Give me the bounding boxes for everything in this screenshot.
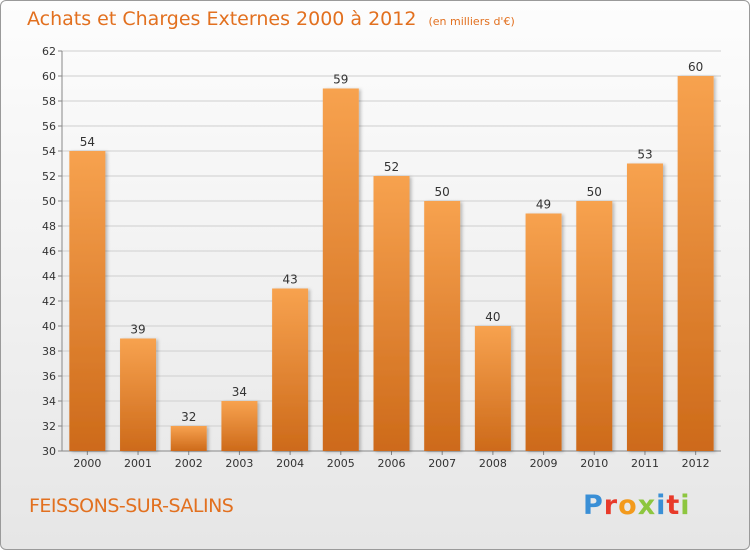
x-tick-label: 2002 bbox=[175, 457, 203, 470]
data-label-2010: 50 bbox=[587, 185, 602, 199]
x-tick-label: 2004 bbox=[276, 457, 304, 470]
y-tick-label: 40 bbox=[42, 320, 56, 333]
bar-2007 bbox=[424, 201, 461, 451]
data-label-2005: 59 bbox=[333, 73, 348, 87]
x-tick-label: 2001 bbox=[124, 457, 152, 470]
y-tick-label: 48 bbox=[42, 220, 56, 233]
chart-unit: (en milliers d'€) bbox=[428, 15, 515, 28]
data-label-2009: 49 bbox=[536, 198, 551, 212]
bar-2005 bbox=[322, 88, 359, 451]
proxiti-logo[interactable]: Proxiti bbox=[583, 490, 691, 521]
data-labels: 54 39 32 34 43 59 52 50 40 49 50 53 60 bbox=[80, 60, 704, 424]
y-tick-label: 56 bbox=[42, 120, 56, 133]
y-tick-label: 38 bbox=[42, 345, 56, 358]
y-tick-label: 54 bbox=[42, 145, 56, 158]
y-tick-label: 62 bbox=[42, 45, 56, 58]
bar-2003 bbox=[221, 401, 258, 451]
bar-2006 bbox=[373, 176, 410, 451]
y-tick-label: 36 bbox=[42, 370, 56, 383]
bars bbox=[69, 76, 714, 451]
x-tick-label: 2012 bbox=[682, 457, 710, 470]
x-tick-label: 2005 bbox=[327, 457, 355, 470]
commune-name: FEISSONS-SUR-SALINS bbox=[29, 495, 234, 517]
x-tick-label: 2011 bbox=[631, 457, 659, 470]
y-tick-label: 32 bbox=[42, 420, 56, 433]
data-label-2001: 39 bbox=[130, 323, 145, 337]
y-tick-label: 34 bbox=[42, 395, 56, 408]
chart-title-text: Achats et Charges Externes 2000 à 2012 bbox=[27, 8, 417, 30]
bar-2002 bbox=[170, 426, 207, 451]
data-label-2008: 40 bbox=[485, 310, 500, 324]
y-tick-label: 30 bbox=[42, 445, 56, 458]
bar-2004 bbox=[272, 288, 309, 451]
x-tick-label: 2007 bbox=[428, 457, 456, 470]
axes: 30 32 34 36 38 40 42 44 46 48 50 52 54 56 58 60 62 2000 20… bbox=[42, 45, 721, 470]
bar-2001 bbox=[120, 338, 157, 451]
y-tick-label: 44 bbox=[42, 270, 56, 283]
bar-2010 bbox=[576, 201, 613, 451]
y-tick-label: 42 bbox=[42, 295, 56, 308]
chart-title: Achats et Charges Externes 2000 à 2012 (e… bbox=[27, 8, 515, 30]
x-tick-label: 2003 bbox=[225, 457, 253, 470]
x-tick-label: 2006 bbox=[378, 457, 406, 470]
bar-2009 bbox=[525, 213, 562, 451]
data-label-2000: 54 bbox=[80, 135, 95, 149]
x-tick-label: 2000 bbox=[73, 457, 101, 470]
data-label-2006: 52 bbox=[384, 160, 399, 174]
data-label-2011: 53 bbox=[637, 148, 652, 162]
bar-2008 bbox=[474, 326, 511, 451]
y-tick-label: 52 bbox=[42, 170, 56, 183]
data-label-2002: 32 bbox=[181, 410, 196, 424]
data-label-2004: 43 bbox=[282, 273, 297, 287]
y-tick-label: 58 bbox=[42, 95, 56, 108]
y-tick-label: 50 bbox=[42, 195, 56, 208]
data-label-2007: 50 bbox=[435, 185, 450, 199]
y-tick-label: 60 bbox=[42, 70, 56, 83]
bar-2000 bbox=[69, 151, 106, 451]
y-tick-label: 46 bbox=[42, 245, 56, 258]
bar-2012 bbox=[677, 76, 714, 451]
x-tick-label: 2008 bbox=[479, 457, 507, 470]
x-tick-label: 2009 bbox=[530, 457, 558, 470]
data-label-2012: 60 bbox=[688, 60, 703, 74]
bar-2011 bbox=[626, 163, 663, 451]
x-tick-label: 2010 bbox=[580, 457, 608, 470]
data-label-2003: 34 bbox=[232, 385, 247, 399]
